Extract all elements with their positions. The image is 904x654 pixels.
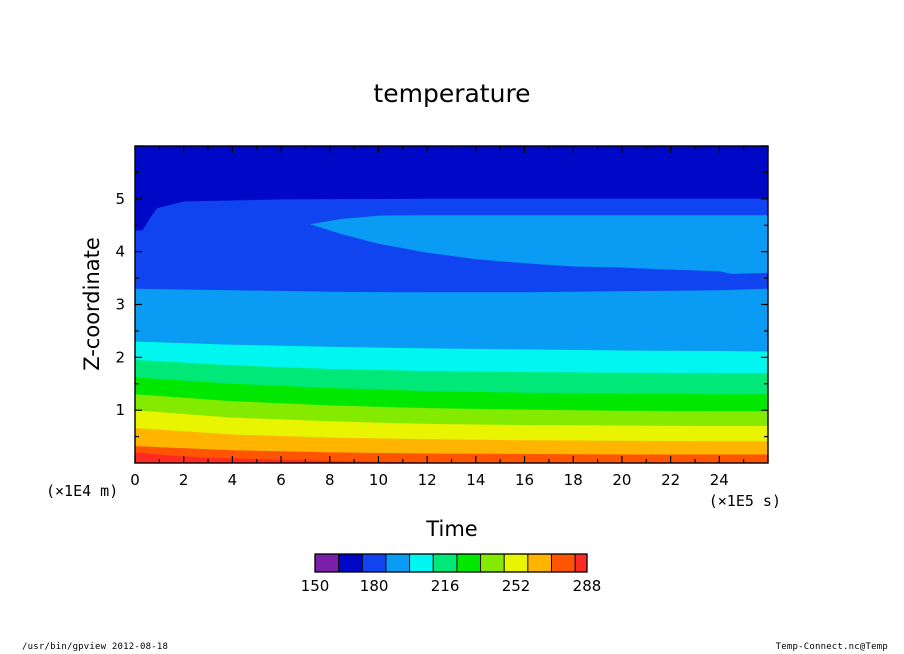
contour-band-10 — [135, 452, 768, 463]
colorbar-swatch — [361, 553, 387, 573]
colorbar-swatch — [432, 553, 458, 573]
colorbar-labels: 150 180 216 252 288 — [301, 577, 602, 595]
footer-left-info: /usr/bin/gpview 2012-08-18 — [22, 642, 169, 652]
colorbar-swatch — [314, 553, 340, 573]
colorbar-swatch — [480, 553, 505, 573]
x-tick-label: 14 — [466, 471, 485, 489]
colorbar — [314, 553, 588, 573]
x-tick-label: 24 — [710, 471, 729, 489]
x-tick-label: 20 — [612, 471, 631, 489]
colorbar-swatch — [574, 553, 588, 573]
x-tick-labels: 0 2 4 6 8 10 12 14 16 18 20 22 24 — [130, 471, 729, 489]
x-tick-label: 6 — [276, 471, 286, 489]
x-tick-label: 16 — [515, 471, 534, 489]
colorbar-swatch — [551, 553, 576, 573]
x-tick-label: 0 — [130, 471, 140, 489]
contour-fills — [135, 146, 768, 464]
y-axis-label: Z-coordinate — [80, 237, 104, 371]
colorbar-swatch — [503, 553, 529, 573]
colorbar-label: 252 — [502, 577, 531, 595]
x-tick-label: 2 — [179, 471, 189, 489]
plot-frame — [134, 145, 769, 464]
x-axis-unit: (×1E5 s) — [709, 492, 781, 510]
chart-title: temperature — [373, 79, 530, 108]
x-tick-label: 4 — [228, 471, 238, 489]
colorbar-label: 150 — [301, 577, 330, 595]
y-tick-label: 1 — [115, 401, 125, 419]
x-tick-label: 8 — [325, 471, 335, 489]
y-tick-labels: 1 2 3 4 5 — [115, 190, 125, 419]
colorbar-swatch — [338, 553, 363, 573]
y-tick-label: 2 — [115, 348, 125, 366]
y-tick-label: 4 — [115, 243, 125, 261]
x-tick-label: 10 — [369, 471, 388, 489]
y-axis-unit: (×1E4 m) — [46, 482, 118, 500]
contour-band-9 — [135, 446, 768, 463]
x-tick-label: 22 — [661, 471, 680, 489]
colorbar-label: 180 — [360, 577, 389, 595]
colorbar-label: 288 — [573, 577, 602, 595]
x-tick-label: 12 — [418, 471, 437, 489]
contour-band-tongue — [310, 215, 768, 274]
y-tick-label: 5 — [115, 190, 125, 208]
colorbar-swatch — [456, 553, 482, 573]
colorbar-swatch — [527, 553, 552, 573]
footer-right-info: Temp-Connect.nc@Temp — [775, 642, 888, 652]
y-tick-label: 3 — [115, 296, 125, 314]
x-tick-label: 18 — [564, 471, 583, 489]
x-axis-label: Time — [425, 517, 477, 541]
colorbar-swatch — [409, 553, 434, 573]
colorbar-frame — [314, 553, 588, 573]
colorbar-swatch — [385, 553, 411, 573]
colorbar-label: 216 — [431, 577, 460, 595]
